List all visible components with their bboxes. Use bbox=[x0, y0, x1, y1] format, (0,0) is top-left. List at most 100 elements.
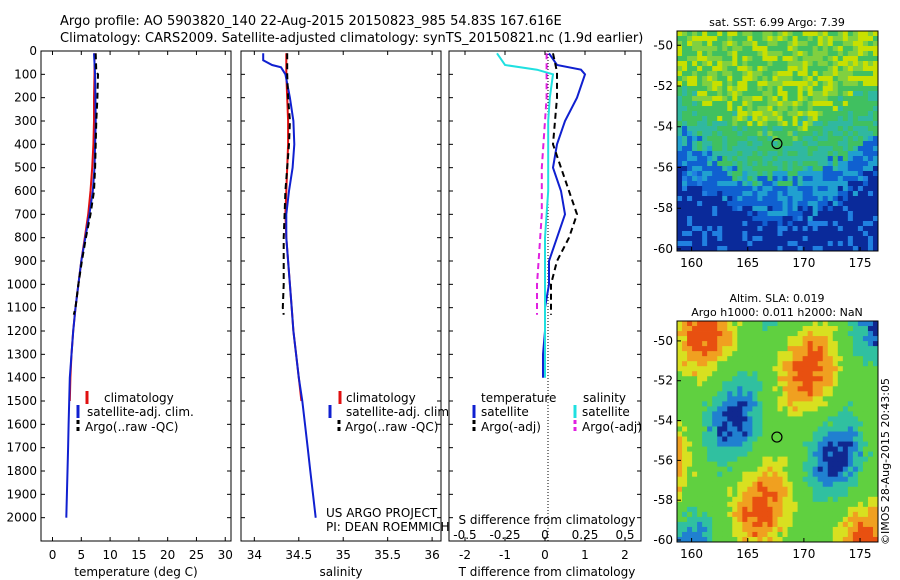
heatmap-cell bbox=[782, 341, 788, 347]
heatmap-cell bbox=[852, 51, 859, 57]
heatmap-cell bbox=[782, 186, 788, 192]
heatmap-cell bbox=[777, 161, 783, 167]
heatmap-cell bbox=[797, 436, 804, 442]
heatmap-cell bbox=[837, 71, 844, 77]
heatmap-cell bbox=[722, 51, 728, 57]
heatmap-cell bbox=[857, 56, 864, 62]
heatmap-cell bbox=[872, 471, 878, 478]
heatmap-cell bbox=[817, 356, 824, 362]
heatmap-cell bbox=[807, 206, 814, 212]
heatmap-cell bbox=[727, 451, 733, 458]
heatmap-cell bbox=[717, 506, 723, 513]
heatmap-cell bbox=[702, 236, 708, 242]
heatmap-cell bbox=[772, 471, 778, 478]
heatmap-cell bbox=[792, 241, 799, 247]
heatmap-cell bbox=[757, 46, 763, 52]
heatmap-cell bbox=[802, 216, 809, 222]
heatmap-cell bbox=[837, 236, 844, 242]
heatmap-cell bbox=[792, 516, 799, 523]
legend-label-s-satellite: satellite bbox=[582, 405, 630, 419]
heatmap-cell bbox=[722, 381, 728, 387]
heatmap-cell bbox=[807, 441, 814, 447]
heatmap-cell bbox=[822, 46, 829, 52]
heatmap-cell bbox=[692, 396, 698, 402]
heatmap-cell bbox=[727, 431, 733, 437]
heatmap-cell bbox=[752, 61, 758, 67]
heatmap-cell bbox=[812, 36, 819, 42]
heatmap-cell bbox=[762, 181, 768, 187]
heatmap-cell bbox=[737, 446, 743, 452]
heatmap-cell bbox=[807, 141, 814, 147]
heatmap-cell bbox=[687, 36, 693, 42]
heatmap-cell bbox=[852, 521, 859, 528]
heatmap-cell bbox=[827, 451, 834, 458]
heatmap-cell bbox=[787, 66, 793, 72]
heatmap-cell bbox=[732, 231, 738, 237]
heatmap-cell bbox=[822, 521, 829, 528]
heatmap-cell bbox=[817, 526, 824, 533]
heatmap-cell bbox=[867, 461, 874, 468]
heatmap-cell bbox=[747, 366, 753, 372]
heatmap-cell bbox=[692, 241, 698, 247]
heatmap-cell bbox=[762, 171, 768, 177]
heatmap-cell bbox=[737, 506, 743, 513]
heatmap-cell bbox=[747, 111, 753, 117]
heatmap-cell bbox=[677, 156, 683, 162]
heatmap-cell bbox=[762, 401, 768, 407]
heatmap-cell bbox=[752, 41, 758, 47]
heatmap-cell bbox=[687, 246, 693, 251]
heatmap-cell bbox=[802, 336, 809, 342]
heatmap-cell bbox=[772, 331, 778, 337]
heatmap-cell bbox=[677, 476, 683, 483]
heatmap-cell bbox=[767, 146, 773, 152]
heatmap-cell bbox=[797, 131, 804, 137]
heatmap-cell bbox=[872, 46, 878, 52]
heatmap-cell bbox=[757, 321, 763, 327]
map-x-tick-label: 165 bbox=[736, 547, 759, 561]
heatmap-cell bbox=[707, 481, 713, 488]
heatmap-cell bbox=[722, 226, 728, 232]
heatmap-cell bbox=[792, 46, 799, 52]
heatmap-cell bbox=[857, 386, 864, 392]
heatmap-cell bbox=[762, 211, 768, 217]
heatmap-cell bbox=[682, 211, 688, 217]
heatmap-cell bbox=[772, 141, 778, 147]
heatmap-cell bbox=[707, 161, 713, 167]
heatmap-cell bbox=[737, 196, 743, 202]
heatmap-cell bbox=[792, 386, 799, 392]
heatmap-cell bbox=[822, 511, 829, 518]
heatmap-cell bbox=[817, 536, 824, 542]
heatmap-cell bbox=[837, 226, 844, 232]
heatmap-cell bbox=[842, 51, 849, 57]
heatmap-cell bbox=[817, 156, 824, 162]
heatmap-cell bbox=[762, 126, 768, 132]
heatmap-cell bbox=[817, 81, 824, 87]
heatmap-cell bbox=[757, 226, 763, 232]
heatmap-cell bbox=[862, 501, 869, 508]
heatmap-cell bbox=[837, 41, 844, 47]
heatmap-cell bbox=[722, 396, 728, 402]
heatmap-cell bbox=[827, 421, 834, 427]
heatmap-cell bbox=[772, 246, 778, 251]
heatmap-cell bbox=[757, 486, 763, 493]
heatmap-cell bbox=[737, 91, 743, 97]
heatmap-cell bbox=[787, 381, 793, 387]
heatmap-cell bbox=[782, 181, 788, 187]
heatmap-cell bbox=[707, 176, 713, 182]
heatmap-cell bbox=[772, 101, 778, 107]
heatmap-cell bbox=[842, 181, 849, 187]
heatmap-cell bbox=[757, 216, 763, 222]
heatmap-cell bbox=[812, 346, 819, 352]
heatmap-cell bbox=[772, 126, 778, 132]
heatmap-cell bbox=[837, 176, 844, 182]
heatmap-cell bbox=[802, 126, 809, 132]
heatmap-cell bbox=[737, 121, 743, 127]
heatmap-cell bbox=[812, 366, 819, 372]
heatmap-cell bbox=[812, 146, 819, 152]
heatmap-cell bbox=[807, 431, 814, 437]
heatmap-cell bbox=[687, 181, 693, 187]
heatmap-cell bbox=[807, 51, 814, 57]
heatmap-cell bbox=[767, 96, 773, 102]
heatmap-cell bbox=[867, 176, 874, 182]
heatmap-cell bbox=[862, 326, 869, 332]
